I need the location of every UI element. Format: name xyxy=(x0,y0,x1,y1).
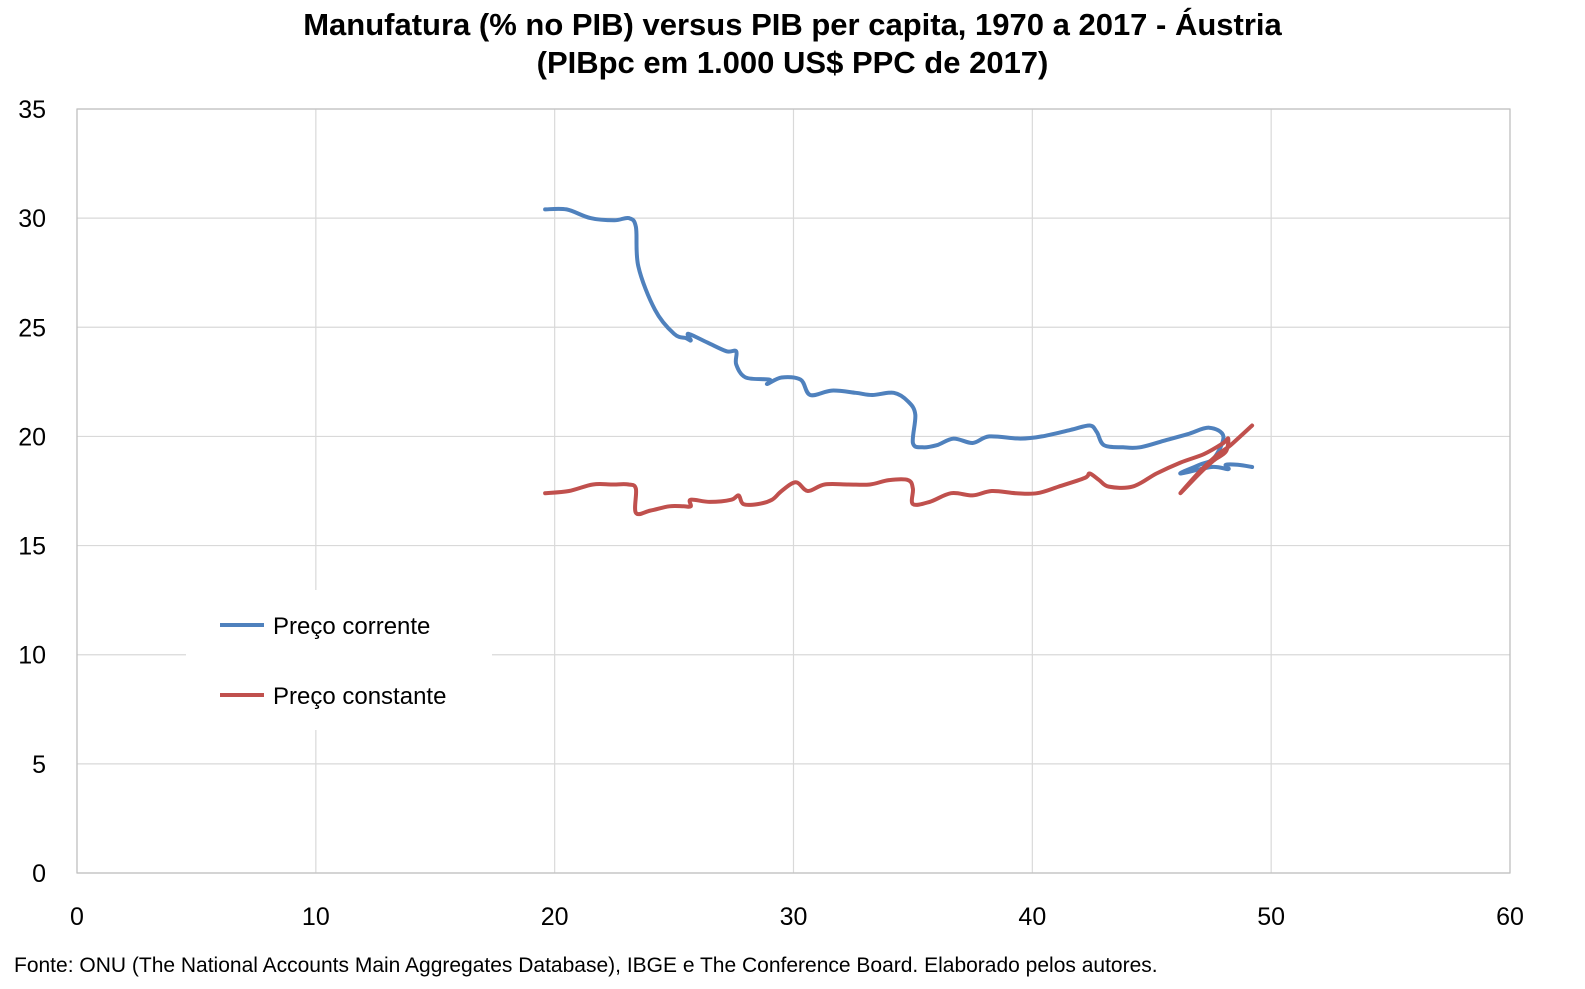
y-tick-label: 30 xyxy=(18,205,46,233)
y-tick-label: 15 xyxy=(18,533,46,561)
series-group xyxy=(543,206,1255,517)
y-tick-label: 10 xyxy=(18,642,46,670)
x-tick-label: 50 xyxy=(1257,903,1285,931)
x-axis: 0 10 20 30 40 50 60 xyxy=(70,903,1524,931)
chart-subtitle: (PIBpc em 1.000 US$ PPC de 2017) xyxy=(536,45,1049,80)
y-axis: 0 5 10 15 20 25 30 35 xyxy=(18,96,46,888)
grid-lines xyxy=(76,108,1511,874)
y-tick-label: 25 xyxy=(18,314,46,342)
x-tick-label: 60 xyxy=(1496,903,1524,931)
x-tick-label: 10 xyxy=(302,903,330,931)
source-note: Fonte: ONU (The National Accounts Main A… xyxy=(14,954,1158,977)
x-tick-label: 20 xyxy=(541,903,569,931)
x-tick-label: 30 xyxy=(780,903,808,931)
series-line-preco-corrente xyxy=(543,206,1255,476)
y-tick-label: 0 xyxy=(32,860,46,888)
y-tick-label: 5 xyxy=(32,751,46,779)
legend: Preço corrente Preço constante xyxy=(186,590,492,730)
x-tick-label: 0 xyxy=(70,903,84,931)
chart-title: Manufatura (% no PIB) versus PIB per cap… xyxy=(0,6,1585,82)
chart-title-line: Manufatura (% no PIB) versus PIB per cap… xyxy=(303,7,1282,42)
y-tick-label: 35 xyxy=(18,96,46,124)
x-tick-label: 40 xyxy=(1018,903,1046,931)
legend-background xyxy=(186,590,492,730)
legend-label-preco-constante: Preço constante xyxy=(273,683,446,710)
legend-label-preco-corrente: Preço corrente xyxy=(273,613,430,640)
series-line-preco-constante xyxy=(543,423,1255,517)
y-tick-label: 20 xyxy=(18,423,46,451)
plot-area-border xyxy=(76,108,1511,874)
